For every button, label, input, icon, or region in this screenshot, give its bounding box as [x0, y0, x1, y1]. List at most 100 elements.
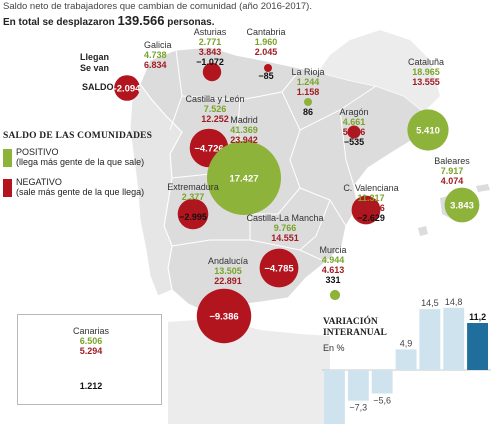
region-in: 4.944	[321, 255, 345, 265]
region-out: 5.294	[79, 346, 103, 356]
region-label-valenciana: C. Valenciana 11.317 13.946 −2.629	[336, 183, 406, 223]
region-name: Murcia	[319, 245, 347, 255]
variation-title: VARIACIÓN INTERANUAL	[323, 317, 387, 339]
region-label-madrid: Madrid 41.369 23.942	[222, 115, 266, 145]
bubble-murcia	[329, 289, 341, 301]
region-in: 4.661	[342, 117, 366, 127]
bubble-baleares	[444, 187, 480, 223]
region-name: Asturias	[193, 27, 227, 37]
key-in-label: Llegan	[80, 52, 110, 62]
region-name: Extremadura	[167, 182, 219, 192]
region-out: 14.551	[271, 233, 299, 243]
legend-positive: POSITIVO (llega más gente de la que sale…	[3, 147, 144, 167]
region-balance-canarias: 1.212	[76, 381, 106, 391]
region-label-asturias: Asturias 2.771 3.843 −1.072	[190, 27, 230, 67]
region-balance: −2.995	[179, 212, 207, 222]
region-in: 11.317	[357, 193, 385, 203]
variation-bar-label: −7,3	[349, 403, 367, 413]
variation-unit: En %	[323, 343, 345, 353]
key-out-label: Se van	[80, 63, 110, 73]
region-label-larioja: La Rioja 1.244 1.158	[288, 67, 328, 97]
region-out: 6.834	[144, 60, 167, 70]
region-label-castillaleon: Castilla y León 7.526 12.252	[183, 94, 247, 124]
region-out: 2.045	[254, 47, 278, 57]
bubble-andalucia	[196, 288, 252, 344]
bubble-asturias	[202, 62, 222, 82]
region-in: 7.917	[440, 166, 464, 176]
region-label-cataluna: Cataluña 18.965 13.555	[406, 57, 446, 87]
region-out: 22.891	[214, 276, 242, 286]
variation-bar-label: 14,5	[421, 298, 439, 308]
bubble-cataluna	[407, 109, 449, 151]
region-label-murcia: Murcia 4.944 4.613 331	[313, 245, 353, 285]
region-name: Andalucía	[207, 256, 249, 266]
bubble-value-castillaleon: −4.726	[194, 144, 223, 155]
region-in: 6.506	[79, 336, 103, 346]
region-label-andalucia: Andalucía 13.505 22.891	[203, 256, 253, 286]
region-in: 41.369	[230, 125, 258, 135]
region-label-canarias: Canarias 6.506 5.294	[66, 326, 116, 356]
bubble-value-galicia: -2.094	[114, 84, 142, 95]
region-label-galicia: Galicia 4.738 6.834	[144, 40, 180, 70]
region-name: Cantabria	[246, 27, 286, 37]
bubble-value-baleares: 3.843	[450, 201, 474, 212]
region-name: Castilla-La Mancha	[246, 213, 324, 223]
region-label-aragon: Aragón 4.661 5.196 −535	[334, 107, 374, 147]
ibiza-land	[418, 226, 428, 236]
region-label-extremadura: Extremadura 2.377 5.372 −2.995	[163, 182, 223, 222]
bubble-valenciana	[351, 195, 381, 225]
variation-bar	[419, 309, 441, 370]
variation-bar	[395, 349, 417, 370]
legend-negative-desc: (sale más gente de la que llega)	[16, 187, 145, 197]
bubble-value-castillamancha: −4.785	[264, 264, 294, 275]
legend-negative: NEGATIVO (sale más gente de la que llega…	[3, 177, 144, 197]
variation-bar-label: −5,6	[373, 396, 391, 406]
region-balance: −85	[258, 71, 274, 81]
region-balance: 86	[302, 107, 313, 117]
region-in: 1.960	[254, 37, 278, 47]
region-name: Madrid	[230, 115, 258, 125]
variation-bar-label: 11,2	[469, 312, 486, 322]
bubble-galicia	[114, 75, 140, 101]
legend-title: SALDO DE LAS COMUNIDADES	[3, 131, 153, 141]
region-out: 4.613	[321, 265, 345, 275]
region-in: 2.377	[181, 192, 205, 202]
region-name: Baleares	[434, 156, 470, 166]
variation-bar	[467, 323, 488, 370]
region-out: 3.843	[198, 47, 222, 57]
region-out: 4.074	[440, 176, 464, 186]
region-balance: 1.212	[79, 381, 103, 391]
region-out: 1.158	[296, 87, 320, 97]
key-balance-label: SALDO	[82, 82, 114, 92]
region-name: Aragón	[339, 107, 369, 117]
region-balance: −1.072	[196, 57, 224, 67]
bubble-extremadura	[177, 198, 209, 230]
region-name: Cataluña	[407, 57, 445, 67]
bubble-cantabria	[264, 64, 272, 72]
region-in: 1.244	[296, 77, 320, 87]
bubble-castillamancha	[259, 248, 299, 288]
variation-bar-label: 14,8	[445, 297, 463, 307]
region-balance-cantabria: −85	[253, 71, 279, 81]
total-suffix: personas.	[167, 17, 215, 28]
region-name: La Rioja	[291, 67, 325, 77]
bubble-value-madrid: 17.427	[229, 174, 258, 185]
africa-land	[168, 320, 330, 424]
region-out: 5.372	[181, 202, 205, 212]
region-in: 2.771	[198, 37, 222, 47]
region-name: Canarias	[72, 326, 110, 336]
legend-positive-title: POSITIVO	[16, 147, 59, 157]
region-out: 13.946	[357, 203, 385, 213]
region-out: 23.942	[230, 135, 258, 145]
variation-bar	[324, 370, 345, 424]
region-out: 5.196	[342, 127, 366, 137]
france-land	[318, 30, 440, 112]
chart-subtitle: Saldo neto de trabajadores que cambian d…	[3, 1, 312, 12]
total-value: 139.566	[117, 13, 165, 28]
region-balance-larioja: 86	[298, 107, 318, 117]
region-balance: −2.629	[357, 213, 385, 223]
variation-bar	[443, 307, 465, 370]
region-name: Castilla y León	[185, 94, 245, 104]
